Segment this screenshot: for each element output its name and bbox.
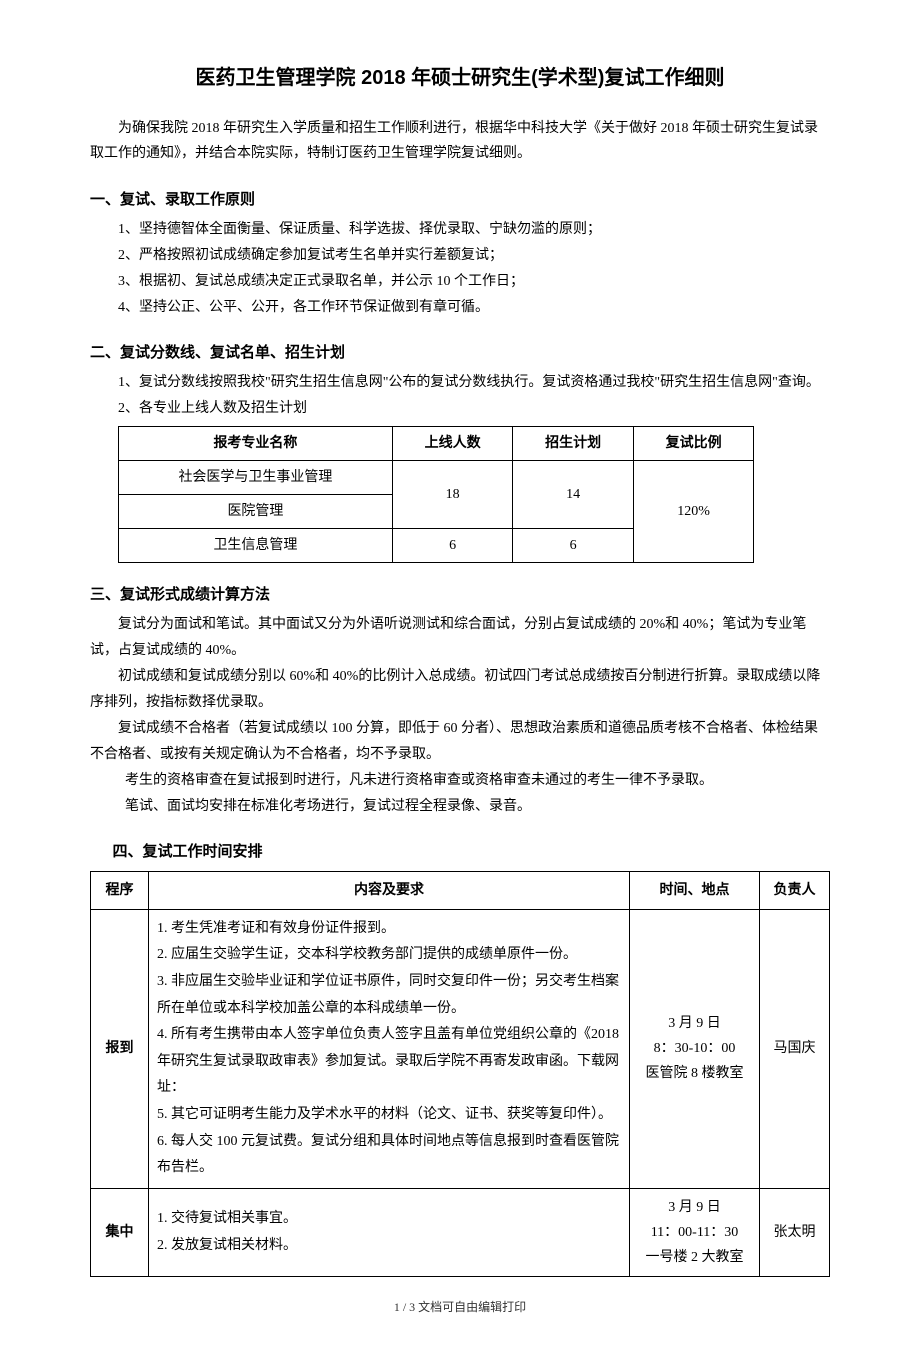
plan-online: 6 — [392, 529, 513, 563]
plan-table: 报考专业名称 上线人数 招生计划 复试比例 社会医学与卫生事业管理 18 14 … — [118, 426, 754, 564]
section2-item2: 2、各专业上线人数及招生计划 — [90, 396, 830, 422]
schedule-table: 程序 内容及要求 时间、地点 负责人 报到 1. 考生凭准考证和有效身份证件报到… — [90, 871, 830, 1278]
plan-header-ratio: 复试比例 — [633, 426, 754, 460]
plan-ratio: 120% — [633, 460, 754, 563]
schedule-header-time: 时间、地点 — [630, 871, 760, 909]
plan-plan: 6 — [513, 529, 634, 563]
intro-paragraph: 为确保我院 2018 年研究生入学质量和招生工作顺利进行，根据华中科技大学《关于… — [90, 116, 830, 166]
schedule-header-person: 负责人 — [760, 871, 830, 909]
schedule-row: 集中 1. 交待复试相关事宜。2. 发放复试相关材料。 3 月 9 日11：00… — [91, 1188, 830, 1277]
schedule-header-content: 内容及要求 — [149, 871, 630, 909]
section3-para: 复试分为面试和笔试。其中面试又分为外语听说测试和综合面试，分别占复试成绩的 20… — [90, 612, 830, 664]
plan-header-plan: 招生计划 — [513, 426, 634, 460]
section1-item: 1、坚持德智体全面衡量、保证质量、科学选拔、择优录取、宁缺勿滥的原则； — [90, 217, 830, 243]
section1-item: 4、坚持公正、公平、公开，各工作环节保证做到有章可循。 — [90, 295, 830, 321]
plan-online: 18 — [392, 460, 513, 528]
plan-major: 社会医学与卫生事业管理 — [119, 460, 393, 494]
page-title: 医药卫生管理学院 2018 年硕士研究生(学术型)复试工作细则 — [90, 60, 830, 96]
schedule-step: 集中 — [91, 1188, 149, 1277]
section1-heading: 一、复试、录取工作原则 — [90, 186, 830, 213]
section2-item1: 1、复试分数线按照我校"研究生招生信息网"公布的复试分数线执行。复试资格通过我校… — [90, 370, 830, 396]
plan-header-major: 报考专业名称 — [119, 426, 393, 460]
plan-header-row: 报考专业名称 上线人数 招生计划 复试比例 — [119, 426, 754, 460]
plan-header-online: 上线人数 — [392, 426, 513, 460]
section2-heading: 二、复试分数线、复试名单、招生计划 — [90, 339, 830, 366]
section3-para: 初试成绩和复试成绩分别以 60%和 40%的比例计入总成绩。初试四门考试总成绩按… — [90, 664, 830, 716]
section3-extra: 笔试、面试均安排在标准化考场进行，复试过程全程录像、录音。 — [90, 794, 830, 820]
plan-plan: 14 — [513, 460, 634, 528]
schedule-step: 报到 — [91, 909, 149, 1188]
plan-row: 社会医学与卫生事业管理 18 14 120% — [119, 460, 754, 494]
section3-para: 复试成绩不合格者（若复试成绩以 100 分算，即低于 60 分者）、思想政治素质… — [90, 716, 830, 768]
section1-item: 2、严格按照初试成绩确定参加复试考生名单并实行差额复试； — [90, 243, 830, 269]
schedule-header-row: 程序 内容及要求 时间、地点 负责人 — [91, 871, 830, 909]
schedule-header-step: 程序 — [91, 871, 149, 909]
plan-major: 卫生信息管理 — [119, 529, 393, 563]
section1-item: 3、根据初、复试总成绩决定正式录取名单，并公示 10 个工作日； — [90, 269, 830, 295]
section3-extra: 考生的资格审查在复试报到时进行，凡未进行资格审查或资格审查未通过的考生一律不予录… — [90, 768, 830, 794]
section3-heading: 三、复试形式成绩计算方法 — [90, 581, 830, 608]
plan-major: 医院管理 — [119, 495, 393, 529]
schedule-time: 3 月 9 日8：30-10：00医管院 8 楼教室 — [630, 909, 760, 1188]
schedule-person: 张太明 — [760, 1188, 830, 1277]
page-footer: 1 / 3 文档可自由编辑打印 — [90, 1297, 830, 1319]
schedule-content: 1. 交待复试相关事宜。2. 发放复试相关材料。 — [149, 1188, 630, 1277]
schedule-row: 报到 1. 考生凭准考证和有效身份证件报到。2. 应届生交验学生证，交本科学校教… — [91, 909, 830, 1188]
schedule-content: 1. 考生凭准考证和有效身份证件报到。2. 应届生交验学生证，交本科学校教务部门… — [149, 909, 630, 1188]
schedule-time: 3 月 9 日11：00-11：30一号楼 2 大教室 — [630, 1188, 760, 1277]
schedule-person: 马国庆 — [760, 909, 830, 1188]
section4-heading: 四、复试工作时间安排 — [90, 838, 830, 865]
